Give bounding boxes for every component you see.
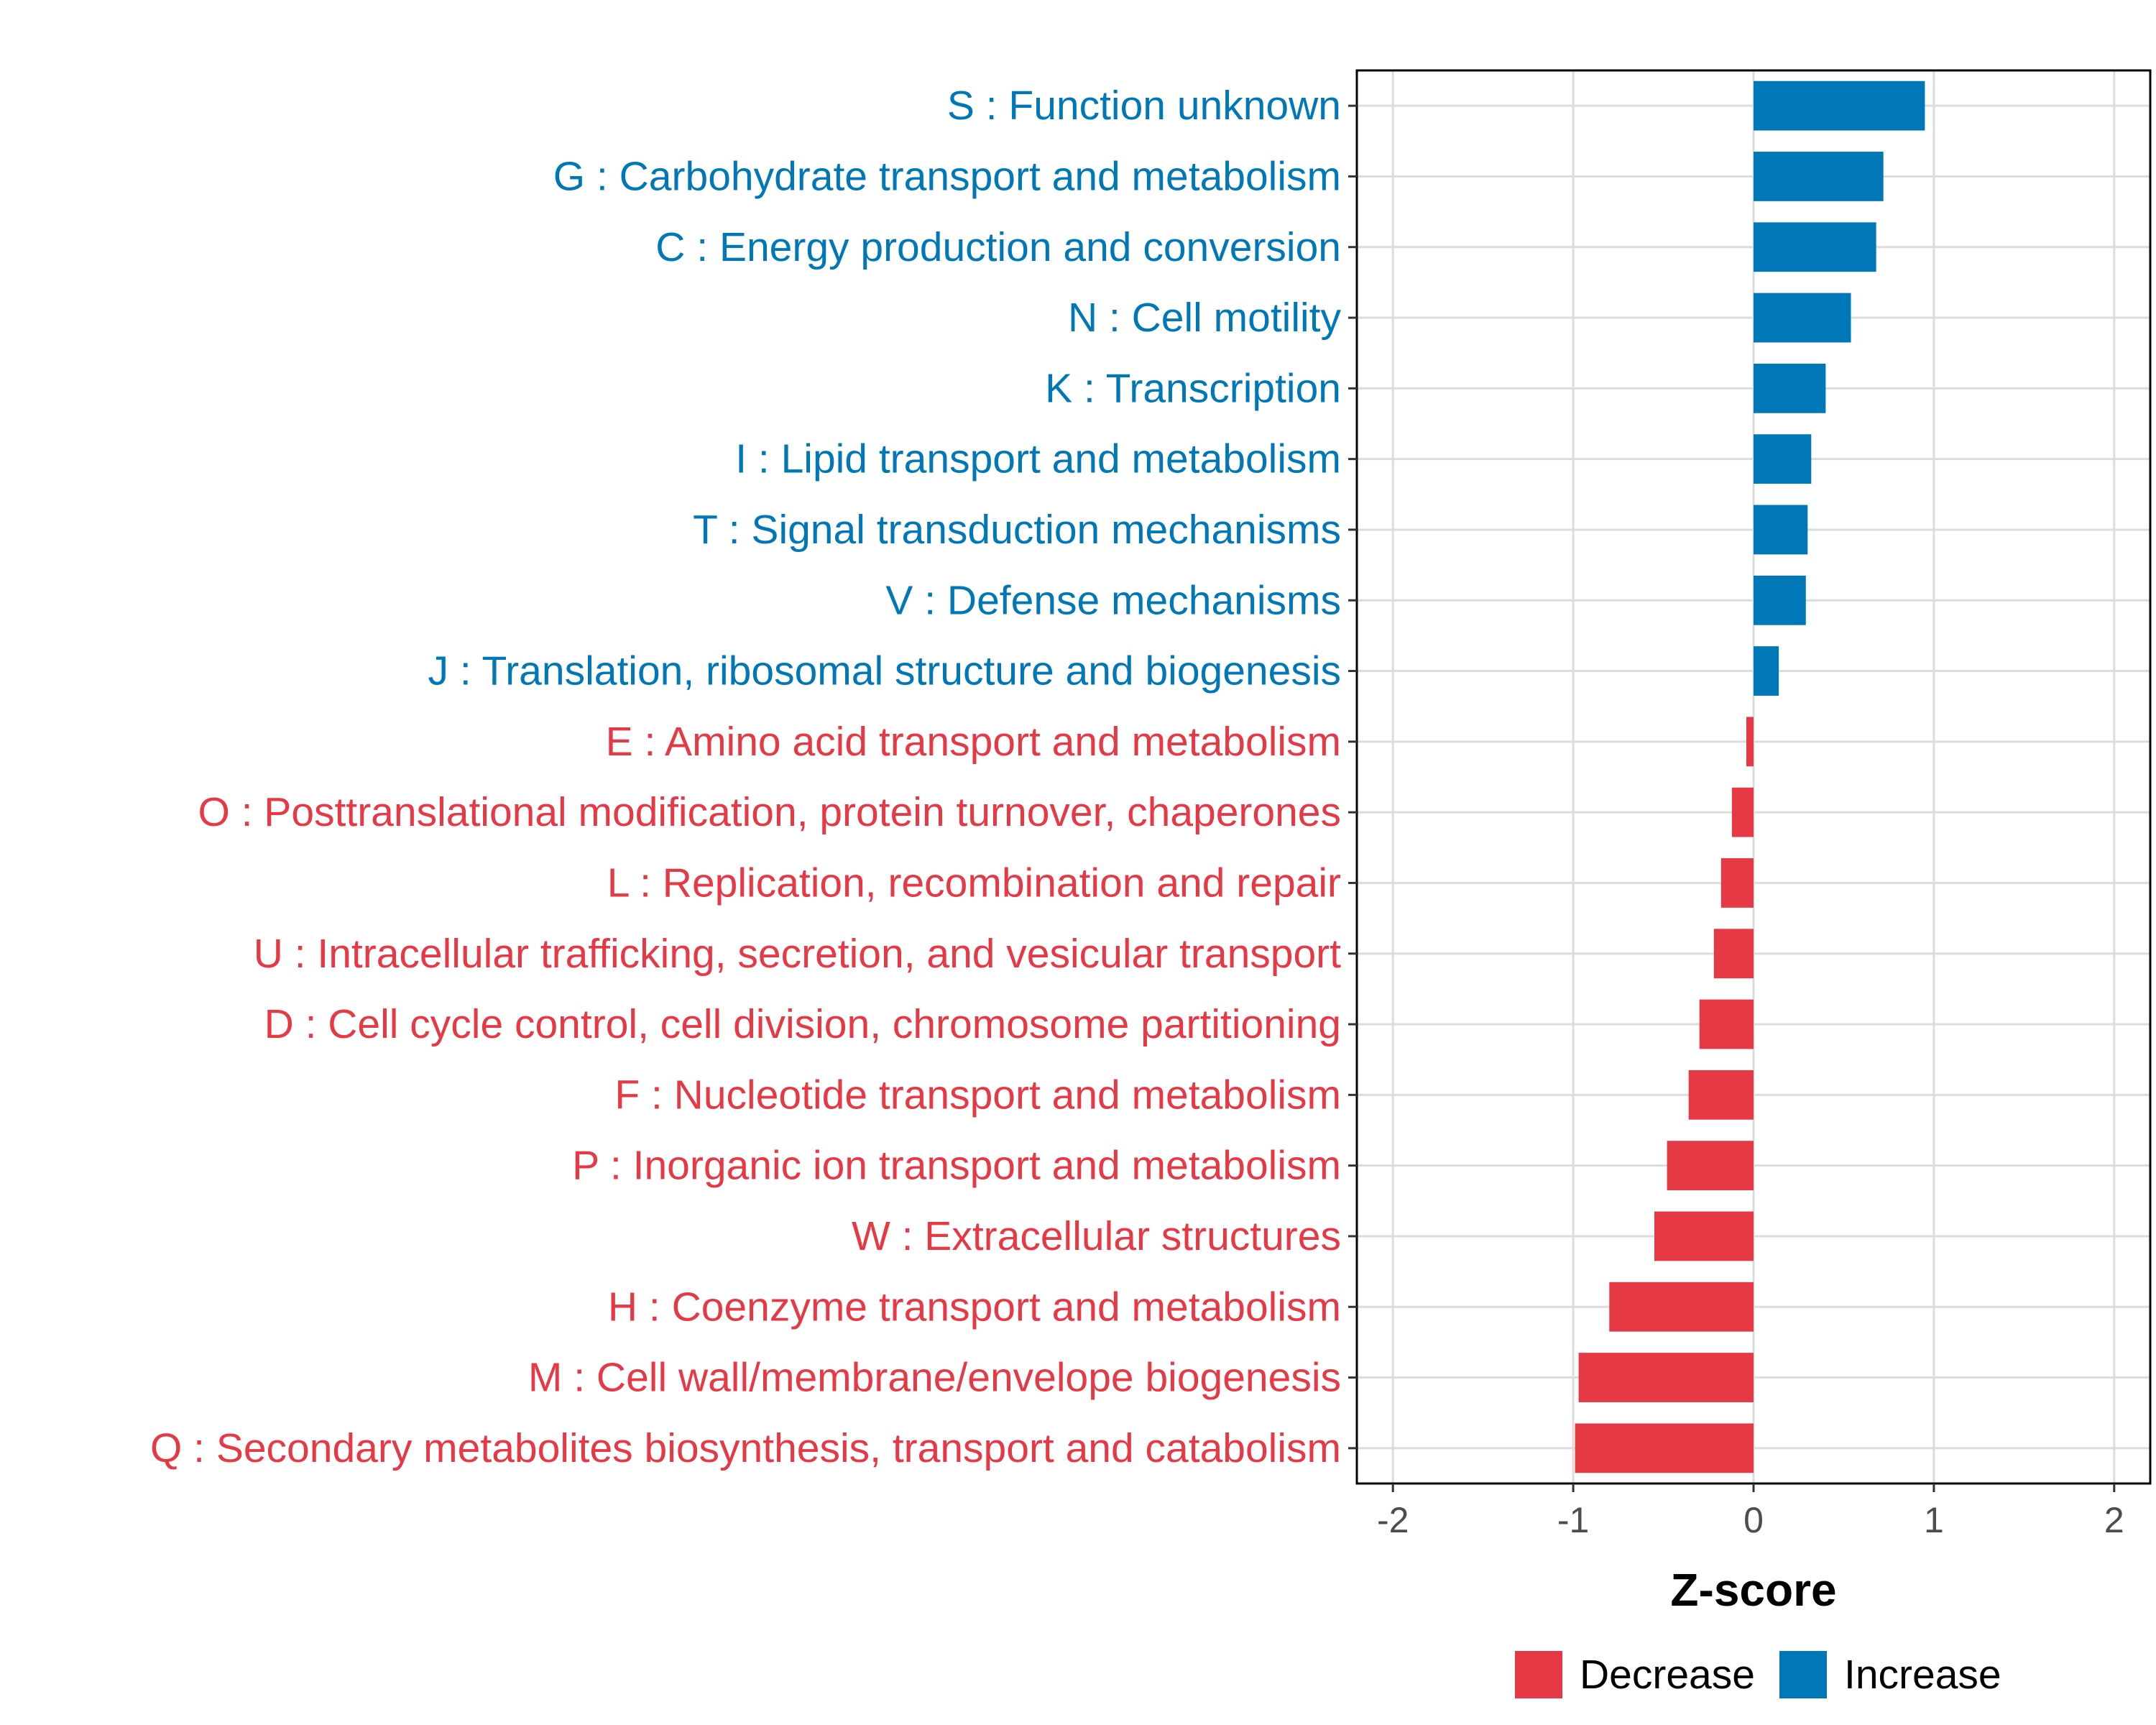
category-label: L : Replication, recombination and repai… bbox=[607, 860, 1341, 906]
x-tick-label: 2 bbox=[2104, 1500, 2124, 1540]
x-tick-label: -2 bbox=[1377, 1500, 1409, 1540]
bar-d bbox=[1699, 999, 1754, 1049]
x-axis: -2 -1 0 1 2 bbox=[1377, 1484, 2124, 1540]
bar-j bbox=[1754, 646, 1779, 696]
legend: Decrease Increase bbox=[1515, 1651, 2001, 1698]
category-label: J : Translation, ribosomal structure and… bbox=[428, 648, 1341, 694]
category-label: P : Inorganic ion transport and metaboli… bbox=[572, 1143, 1341, 1189]
x-tick-label: 0 bbox=[1743, 1500, 1764, 1540]
category-label: D : Cell cycle control, cell division, c… bbox=[264, 1001, 1341, 1047]
bar-l bbox=[1720, 858, 1754, 908]
legend-key-decrease bbox=[1515, 1651, 1562, 1698]
category-label: O : Posttranslational modification, prot… bbox=[198, 789, 1341, 835]
category-label: E : Amino acid transport and metabolism bbox=[606, 719, 1341, 765]
bar-u bbox=[1713, 929, 1754, 979]
bar-n bbox=[1754, 293, 1851, 343]
category-label: F : Nucleotide transport and metabolism bbox=[614, 1072, 1341, 1118]
category-label: G : Carbohydrate transport and metabolis… bbox=[553, 153, 1341, 199]
bar-e bbox=[1746, 717, 1754, 767]
category-label: U : Intracellular trafficking, secretion… bbox=[254, 931, 1341, 977]
category-label: W : Extracellular structures bbox=[852, 1213, 1341, 1259]
category-label: M : Cell wall/membrane/envelope biogenes… bbox=[528, 1355, 1341, 1401]
category-label: H : Coenzyme transport and metabolism bbox=[608, 1284, 1341, 1330]
bars bbox=[1575, 80, 1925, 1473]
bar-w bbox=[1654, 1211, 1754, 1261]
category-label: Q : Secondary metabolites biosynthesis, … bbox=[150, 1425, 1341, 1471]
category-label: I : Lipid transport and metabolism bbox=[735, 436, 1341, 482]
category-label: K : Transcription bbox=[1045, 365, 1341, 411]
legend-key-increase bbox=[1779, 1651, 1827, 1698]
x-axis-title: Z-score bbox=[1670, 1564, 1836, 1616]
category-label: N : Cell motility bbox=[1068, 295, 1342, 341]
bar-m bbox=[1578, 1353, 1754, 1402]
category-label: C : Energy production and conversion bbox=[655, 224, 1341, 270]
category-label: S : Function unknown bbox=[947, 83, 1341, 129]
bar-v bbox=[1754, 575, 1806, 625]
y-axis: S : Function unknown G : Carbohydrate tra… bbox=[150, 83, 1357, 1471]
bar-p bbox=[1667, 1141, 1754, 1191]
bar-q bbox=[1575, 1423, 1754, 1473]
bar-o bbox=[1731, 787, 1754, 837]
x-tick-label: -1 bbox=[1557, 1500, 1589, 1540]
bar-g bbox=[1754, 152, 1884, 201]
bar-h bbox=[1609, 1282, 1754, 1332]
category-label: V : Defense mechanisms bbox=[885, 577, 1341, 623]
legend-label-increase: Increase bbox=[1844, 1652, 2001, 1698]
bar-i bbox=[1754, 434, 1812, 484]
bar-k bbox=[1754, 363, 1826, 413]
bar-f bbox=[1688, 1070, 1754, 1120]
bar-s bbox=[1754, 80, 1925, 131]
category-label: T : Signal transduction mechanisms bbox=[693, 507, 1341, 553]
legend-label-decrease: Decrease bbox=[1580, 1652, 1755, 1698]
bar-t bbox=[1754, 505, 1808, 555]
bar-c bbox=[1754, 222, 1876, 272]
x-tick-label: 1 bbox=[1924, 1500, 1944, 1540]
